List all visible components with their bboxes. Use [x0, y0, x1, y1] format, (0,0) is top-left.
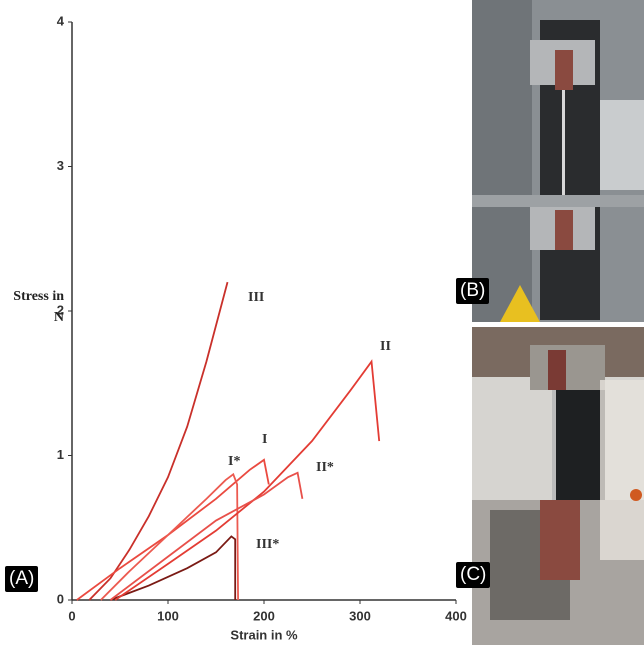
photo-c — [472, 327, 644, 645]
y-tick-label: 4 — [57, 13, 65, 28]
y-axis-label: Stress in N — [0, 286, 64, 328]
x-tick-label: 0 — [68, 608, 75, 623]
panel-label: (B) — [456, 278, 489, 304]
x-tick-label: 300 — [349, 608, 371, 623]
series-label: I* — [228, 454, 240, 469]
line — [115, 362, 379, 600]
y-tick-label: 1 — [57, 447, 64, 462]
x-axis-label: Strain in % — [230, 627, 298, 642]
line — [101, 474, 238, 600]
series-label: I — [262, 432, 267, 447]
series-label: III — [248, 290, 264, 305]
panel-label: (A) — [5, 566, 38, 592]
x-tick-label: 100 — [157, 608, 179, 623]
panel-label: (C) — [456, 562, 490, 588]
series-label: III* — [256, 537, 279, 552]
series-label: II — [380, 339, 391, 354]
page: Strain in % 010020030040001234IIIIII*II*… — [0, 0, 644, 645]
series-label: II* — [316, 460, 334, 475]
photo-b — [472, 0, 644, 322]
line — [89, 282, 227, 600]
chart: Strain in % 010020030040001234IIIIII*II*… — [0, 0, 644, 645]
x-tick-label: 400 — [445, 608, 467, 623]
x-tick-label: 200 — [253, 608, 275, 623]
y-tick-label: 0 — [57, 591, 64, 606]
y-tick-label: 3 — [57, 158, 64, 173]
